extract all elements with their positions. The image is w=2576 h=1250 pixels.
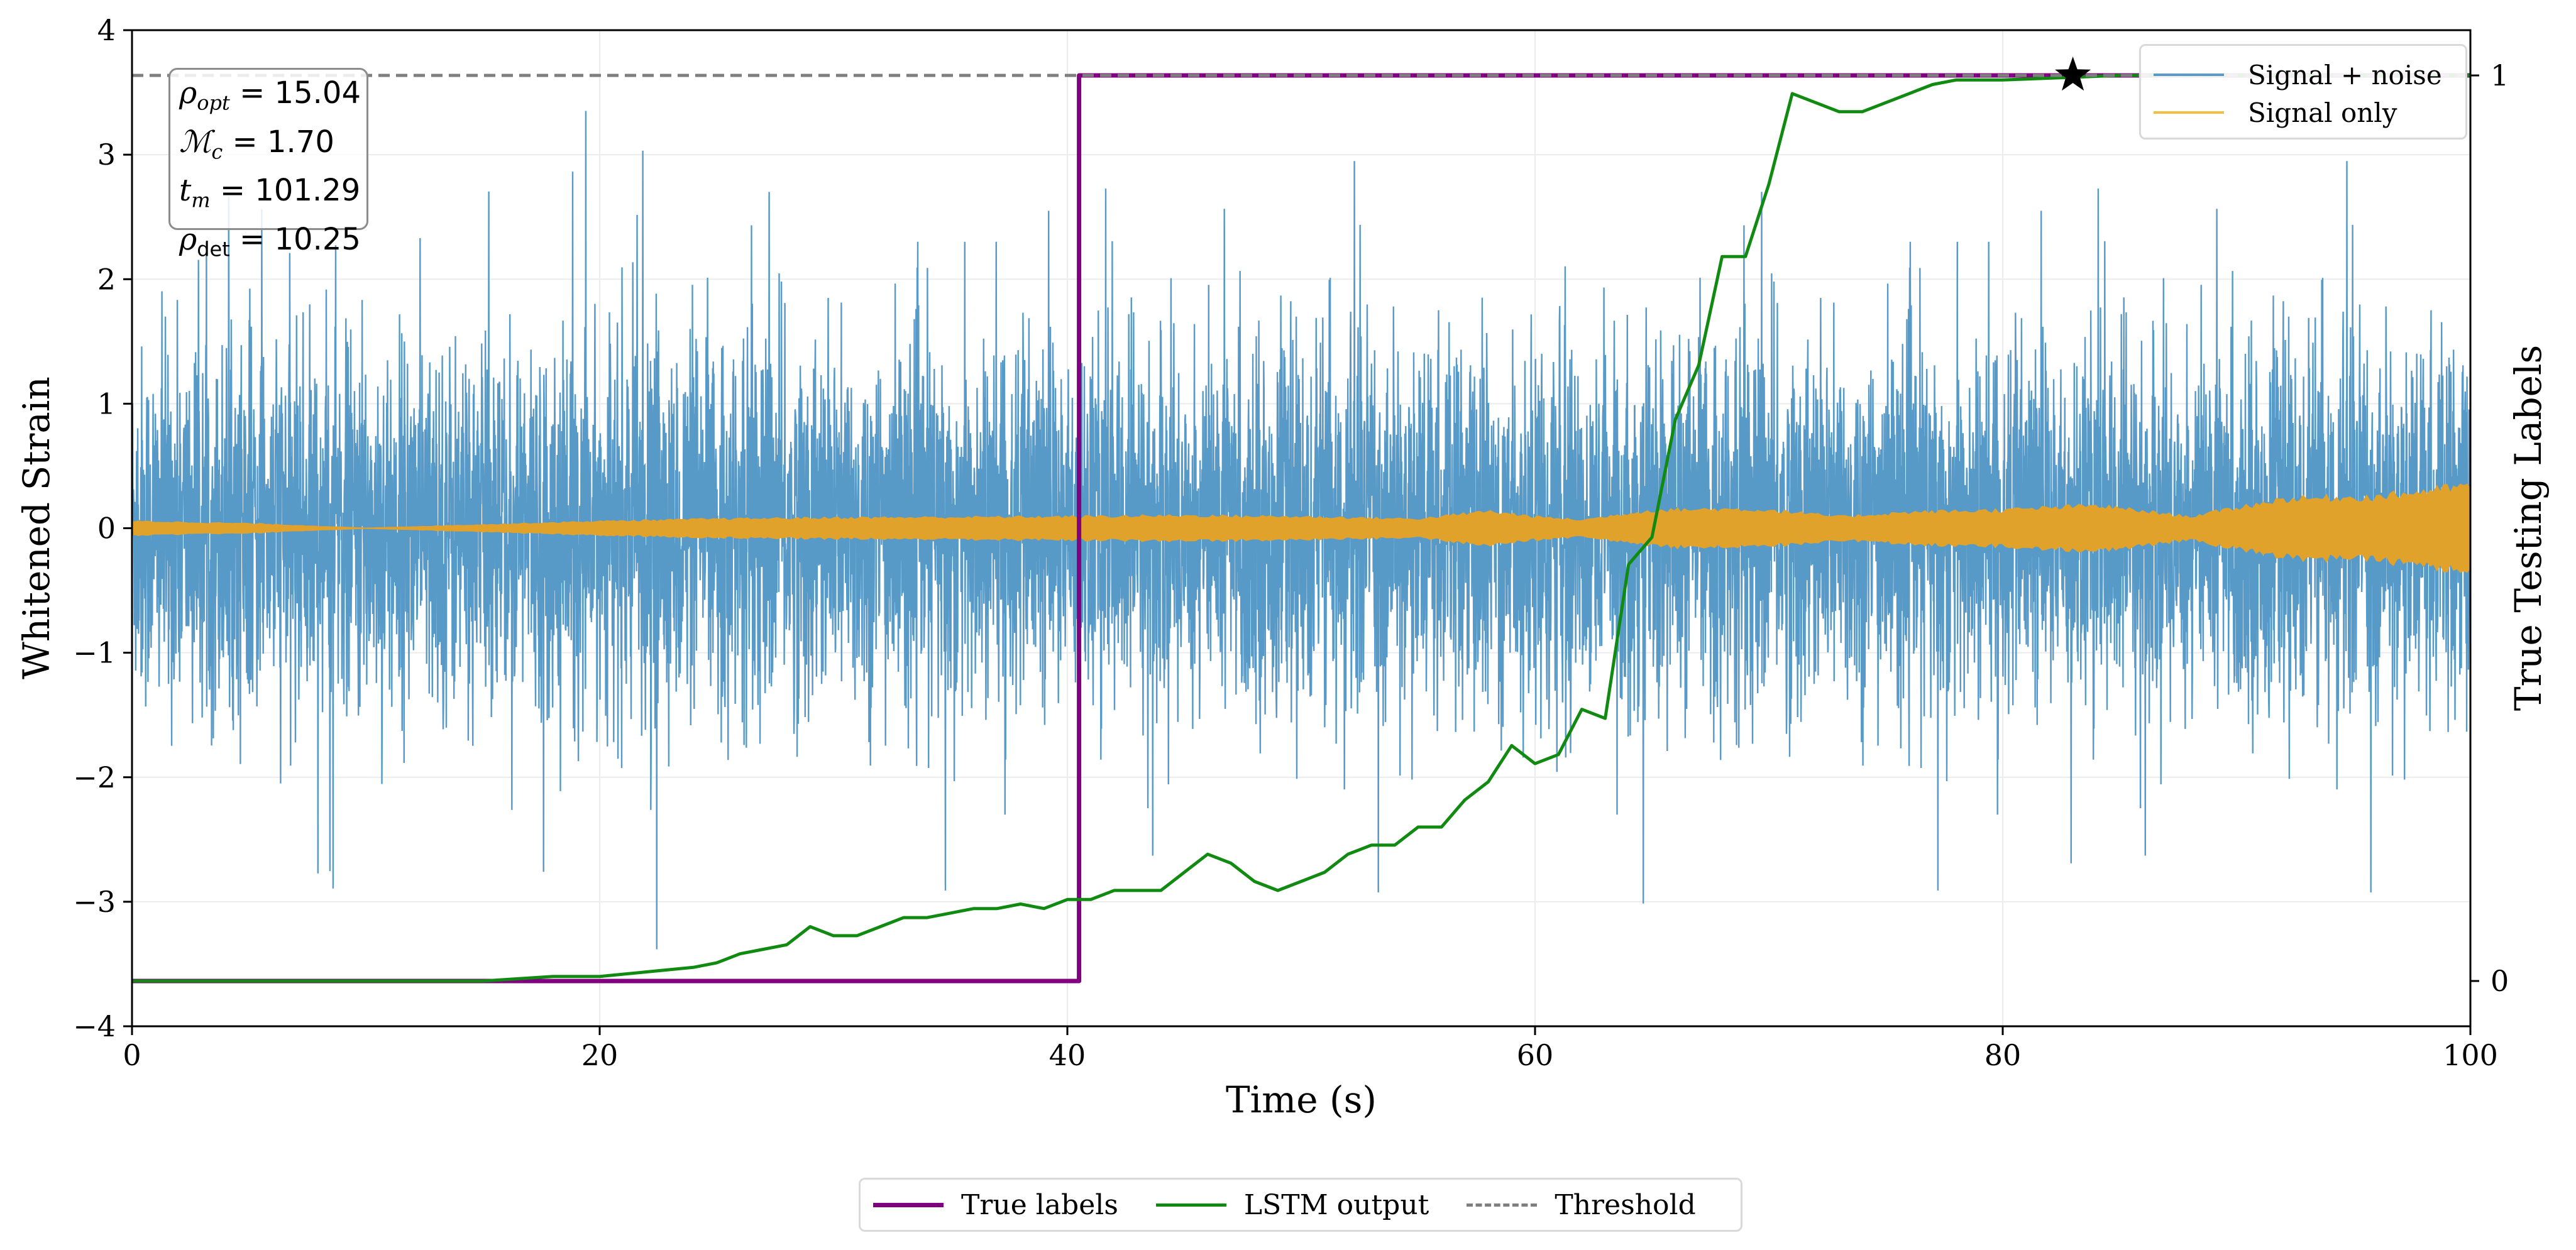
series-lstm-output: [132, 74, 2470, 983]
series-signal-noise: [132, 111, 2470, 950]
y-right-tick-label: 0: [2491, 964, 2509, 998]
y-tick-label: 2: [97, 262, 116, 296]
rho-det-row: ρdet = 10.25: [179, 221, 361, 261]
series-layer: [132, 111, 2470, 950]
legend-entry-threshold: Threshold: [1467, 1188, 1696, 1221]
rho-opt-value: 15.04: [274, 75, 361, 111]
x-tick-label: 40: [1049, 1038, 1086, 1072]
x-axis: 0 20 40 60 80 100: [123, 1026, 2498, 1072]
series-signal-only: [132, 483, 2470, 573]
parameters-box: ρopt = 15.04 ℳc = 1.70 tm = 101.29 ρdet …: [168, 68, 368, 261]
legend-bottom: True labels LSTM output Threshold: [859, 1178, 1742, 1232]
legend-swatch: [2154, 111, 2224, 114]
legend-label: LSTM output: [1243, 1188, 1429, 1221]
overlay-layer: [132, 57, 2470, 984]
legend-top: Signal + noise Signal only: [2139, 44, 2467, 140]
legend-swatch: [1467, 1203, 1538, 1207]
y-tick-label: 0: [97, 512, 116, 546]
legend-label: Threshold: [1555, 1188, 1696, 1221]
x-tick-label: 60: [1517, 1038, 1554, 1072]
y-axis: −4 −3 −2 −1 0 1 2 3 4: [73, 13, 132, 1043]
legend-entry-signal-only: Signal only: [2154, 95, 2397, 130]
y-tick-label: −1: [73, 636, 116, 670]
chirp-mass-value: 1.70: [267, 124, 334, 160]
y-tick-label: 3: [97, 138, 116, 172]
legend-label: Signal + noise: [2248, 59, 2442, 90]
legend-entry-lstm-output: LSTM output: [1155, 1188, 1429, 1221]
x-tick-label: 20: [581, 1038, 619, 1072]
rho-opt-row: ρopt = 15.04: [179, 75, 361, 115]
legend-entry-true-labels: True labels: [873, 1189, 1118, 1221]
y-tick-label: 4: [97, 13, 116, 47]
legend-entry-signal-noise: Signal + noise: [2154, 57, 2442, 92]
y-axis-right-label: True Testing Labels: [2507, 345, 2550, 711]
y-tick-label: −3: [73, 885, 116, 919]
legend-swatch: [1155, 1203, 1226, 1207]
merger-time-value: 101.29: [255, 173, 361, 209]
x-axis-label: Time (s): [1226, 1078, 1377, 1121]
rho-det-value: 10.25: [274, 221, 361, 257]
detection-star-icon: [2055, 57, 2091, 91]
x-tick-label: 0: [123, 1038, 141, 1072]
y-tick-label: −2: [73, 760, 116, 794]
x-tick-label: 80: [1984, 1038, 2022, 1072]
legend-label: Signal only: [2248, 97, 2397, 128]
y-right-tick-label: 1: [2491, 58, 2509, 92]
y-axis-label: Whitened Strain: [15, 376, 58, 679]
merger-time-row: tm = 101.29: [179, 173, 361, 212]
x-tick-label: 100: [2443, 1038, 2498, 1072]
legend-swatch: [873, 1202, 944, 1207]
y-tick-label: −4: [73, 1009, 116, 1043]
legend-label: True labels: [961, 1188, 1118, 1221]
legend-swatch: [2154, 74, 2224, 76]
chirp-mass-row: ℳc = 1.70: [179, 124, 334, 164]
y-axis-right: 01: [2470, 58, 2509, 998]
y-tick-label: 1: [97, 387, 116, 420]
